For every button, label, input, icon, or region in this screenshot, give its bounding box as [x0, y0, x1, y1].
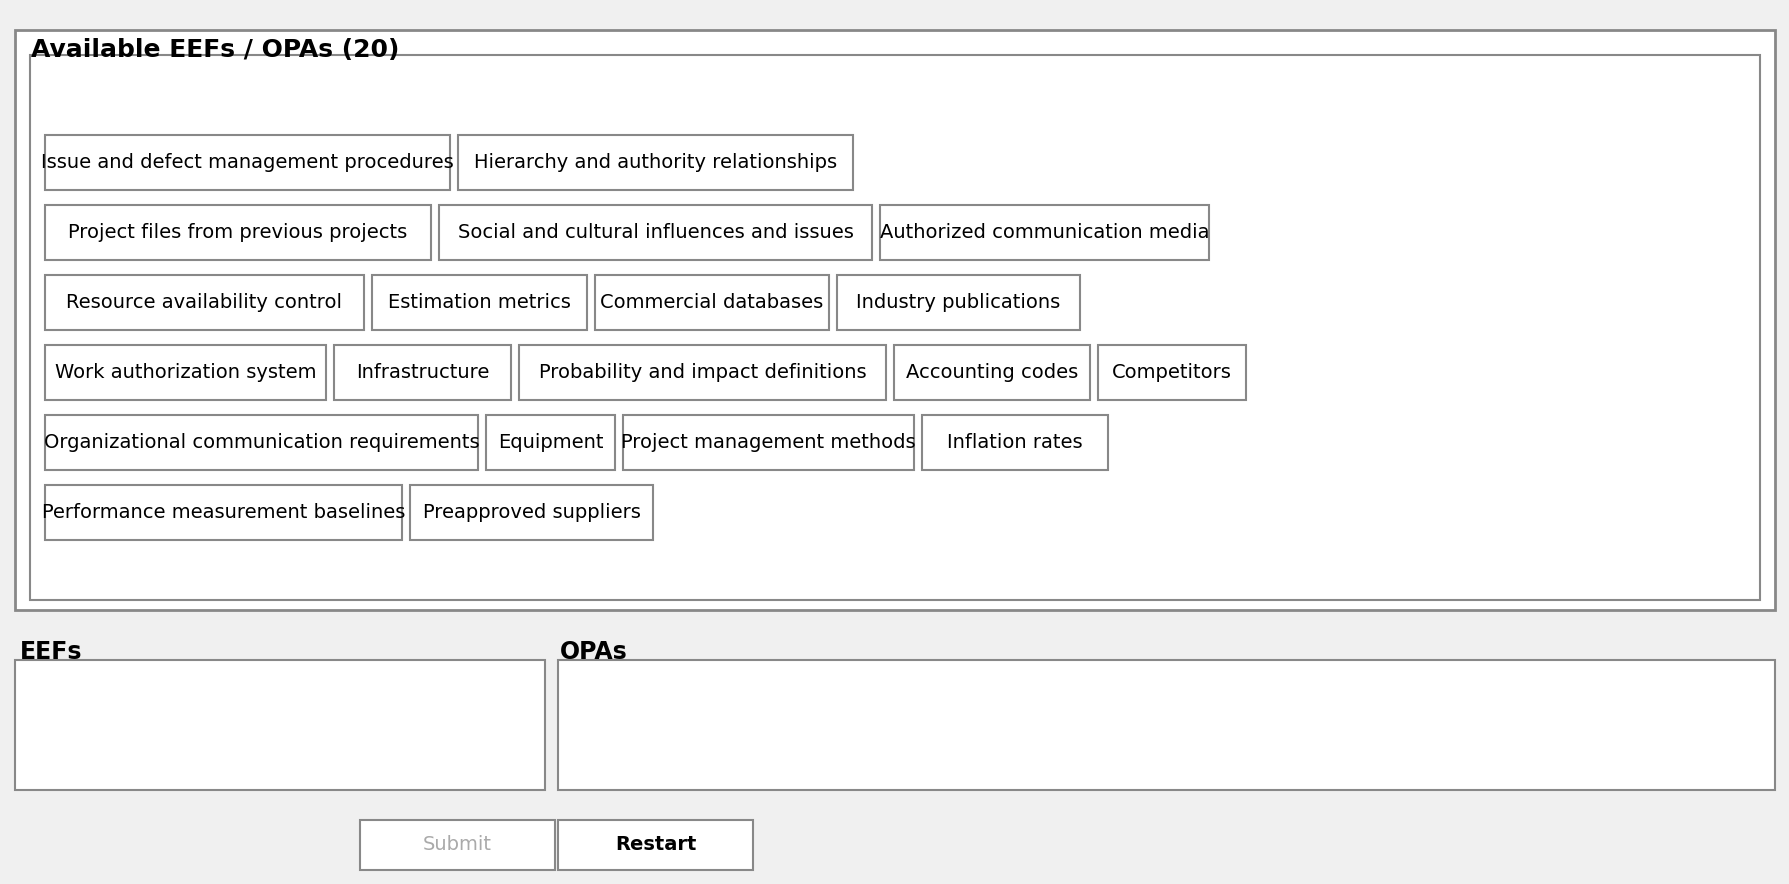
FancyBboxPatch shape [623, 415, 914, 470]
Text: Commercial databases: Commercial databases [599, 293, 823, 312]
Text: Hierarchy and authority relationships: Hierarchy and authority relationships [474, 153, 837, 172]
FancyBboxPatch shape [335, 345, 510, 400]
Text: Probability and impact definitions: Probability and impact definitions [538, 363, 866, 382]
FancyBboxPatch shape [45, 415, 478, 470]
Text: Inflation rates: Inflation rates [946, 433, 1082, 452]
FancyBboxPatch shape [14, 30, 1775, 610]
Text: Work authorization system: Work authorization system [55, 363, 317, 382]
Text: Project management methods: Project management methods [621, 433, 916, 452]
Text: Project files from previous projects: Project files from previous projects [68, 223, 408, 242]
FancyBboxPatch shape [30, 55, 1759, 600]
FancyBboxPatch shape [558, 660, 1775, 790]
FancyBboxPatch shape [410, 485, 653, 540]
FancyBboxPatch shape [360, 820, 555, 870]
FancyBboxPatch shape [880, 205, 1208, 260]
FancyBboxPatch shape [558, 820, 753, 870]
FancyBboxPatch shape [45, 205, 431, 260]
FancyBboxPatch shape [45, 485, 403, 540]
FancyBboxPatch shape [487, 415, 615, 470]
Text: EEFs: EEFs [20, 640, 82, 664]
FancyBboxPatch shape [921, 415, 1107, 470]
Text: Estimation metrics: Estimation metrics [388, 293, 571, 312]
Text: Authorized communication media: Authorized communication media [878, 223, 1209, 242]
FancyBboxPatch shape [594, 275, 828, 330]
Text: Infrastructure: Infrastructure [356, 363, 488, 382]
Text: OPAs: OPAs [560, 640, 628, 664]
FancyBboxPatch shape [837, 275, 1079, 330]
Text: Organizational communication requirements: Organizational communication requirement… [43, 433, 479, 452]
Text: Accounting codes: Accounting codes [905, 363, 1077, 382]
FancyBboxPatch shape [1097, 345, 1245, 400]
FancyBboxPatch shape [893, 345, 1090, 400]
FancyBboxPatch shape [519, 345, 886, 400]
Text: Available EEFs / OPAs (20): Available EEFs / OPAs (20) [30, 38, 399, 62]
FancyBboxPatch shape [14, 660, 544, 790]
Text: Social and cultural influences and issues: Social and cultural influences and issue… [458, 223, 853, 242]
Text: Equipment: Equipment [497, 433, 603, 452]
FancyBboxPatch shape [438, 205, 871, 260]
Text: Issue and defect management procedures: Issue and defect management procedures [41, 153, 454, 172]
Text: Restart: Restart [614, 835, 696, 855]
FancyBboxPatch shape [458, 135, 853, 190]
Text: Performance measurement baselines: Performance measurement baselines [41, 503, 404, 522]
Text: Preapproved suppliers: Preapproved suppliers [422, 503, 640, 522]
FancyBboxPatch shape [45, 135, 449, 190]
FancyBboxPatch shape [372, 275, 587, 330]
Text: Competitors: Competitors [1111, 363, 1231, 382]
Text: Industry publications: Industry publications [855, 293, 1061, 312]
Text: Resource availability control: Resource availability control [66, 293, 342, 312]
Text: Submit: Submit [422, 835, 492, 855]
FancyBboxPatch shape [45, 275, 363, 330]
FancyBboxPatch shape [45, 345, 326, 400]
